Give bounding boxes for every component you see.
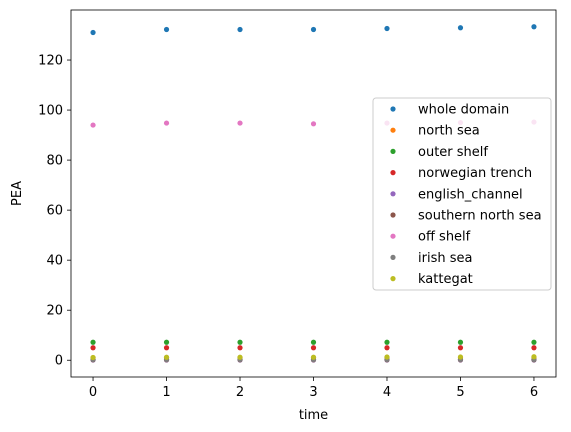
data-point-outer-shelf xyxy=(90,339,96,345)
y-tick-label: 100 xyxy=(38,104,63,119)
x-tick-label: 0 xyxy=(89,385,97,400)
data-point-off-shelf xyxy=(237,120,243,126)
legend-marker xyxy=(390,212,396,218)
data-point-norwegian-trench xyxy=(237,345,243,351)
data-point-norwegian-trench xyxy=(384,345,390,351)
y-tick-label: 20 xyxy=(46,304,63,319)
data-point-off-shelf xyxy=(310,121,317,127)
data-points xyxy=(90,24,537,363)
legend-marker xyxy=(390,276,396,282)
data-point-whole-domain xyxy=(90,29,96,36)
legend-marker xyxy=(390,127,396,133)
data-point-whole-domain xyxy=(310,26,317,33)
x-tick-label: 5 xyxy=(456,385,464,400)
legend-marker xyxy=(390,233,396,239)
legend-marker xyxy=(390,191,396,197)
y-tick-label: 120 xyxy=(38,54,63,69)
data-point-norwegian-trench xyxy=(457,345,464,351)
x-axis-label: time xyxy=(299,408,328,423)
data-point-norwegian-trench xyxy=(163,345,170,351)
data-point-kattegat xyxy=(163,354,170,360)
data-point-whole-domain xyxy=(163,26,170,33)
data-point-norwegian-trench xyxy=(90,345,96,351)
data-point-outer-shelf xyxy=(384,339,390,345)
legend-label: north sea xyxy=(418,124,480,139)
x-tick-label: 1 xyxy=(162,385,170,400)
x-tick-label: 3 xyxy=(309,385,317,400)
legend-label: whole domain xyxy=(418,103,509,118)
data-point-kattegat xyxy=(384,354,390,360)
y-axis: 0 20 40 60 80 100 120 xyxy=(38,54,71,369)
data-point-whole-domain xyxy=(384,25,390,32)
data-point-outer-shelf xyxy=(310,339,317,345)
legend: whole domain north sea outer shelf norwegia… xyxy=(372,97,552,291)
legend-label: norwegian trench xyxy=(418,166,532,181)
data-point-kattegat xyxy=(237,354,243,360)
data-point-outer-shelf xyxy=(163,339,170,345)
data-point-off-shelf xyxy=(90,122,96,128)
data-point-whole-domain xyxy=(457,25,464,31)
x-tick-label: 4 xyxy=(383,385,391,400)
data-point-outer-shelf xyxy=(457,339,464,345)
legend-label: off shelf xyxy=(418,230,471,245)
data-point-kattegat xyxy=(457,354,464,360)
legend-box xyxy=(372,97,552,291)
data-point-outer-shelf xyxy=(237,339,243,345)
data-point-kattegat xyxy=(531,354,537,360)
data-point-whole-domain xyxy=(531,24,537,30)
data-point-off-shelf xyxy=(163,120,170,126)
data-point-whole-domain xyxy=(237,26,243,33)
data-point-kattegat xyxy=(310,354,317,360)
legend-marker xyxy=(390,170,396,176)
data-point-norwegian-trench xyxy=(310,345,317,351)
legend-marker xyxy=(390,148,396,154)
y-tick-label: 0 xyxy=(55,354,63,369)
x-axis: 0 1 2 3 4 5 6 xyxy=(89,377,538,400)
legend-marker xyxy=(390,106,396,112)
legend-label: kattegat xyxy=(418,272,473,287)
x-tick-label: 2 xyxy=(236,385,244,400)
legend-label: southern north sea xyxy=(418,209,542,224)
data-point-outer-shelf xyxy=(531,339,537,345)
legend-label: irish sea xyxy=(418,251,472,266)
y-axis-label: PEA xyxy=(10,181,25,206)
y-tick-label: 60 xyxy=(46,204,63,219)
x-tick-label: 6 xyxy=(530,385,538,400)
legend-label: english_channel xyxy=(418,187,523,202)
y-tick-label: 80 xyxy=(46,154,63,169)
legend-label: outer shelf xyxy=(418,145,488,160)
legend-marker xyxy=(390,254,396,260)
data-point-kattegat xyxy=(90,354,96,361)
y-tick-label: 40 xyxy=(46,254,63,269)
data-point-norwegian-trench xyxy=(531,345,537,351)
